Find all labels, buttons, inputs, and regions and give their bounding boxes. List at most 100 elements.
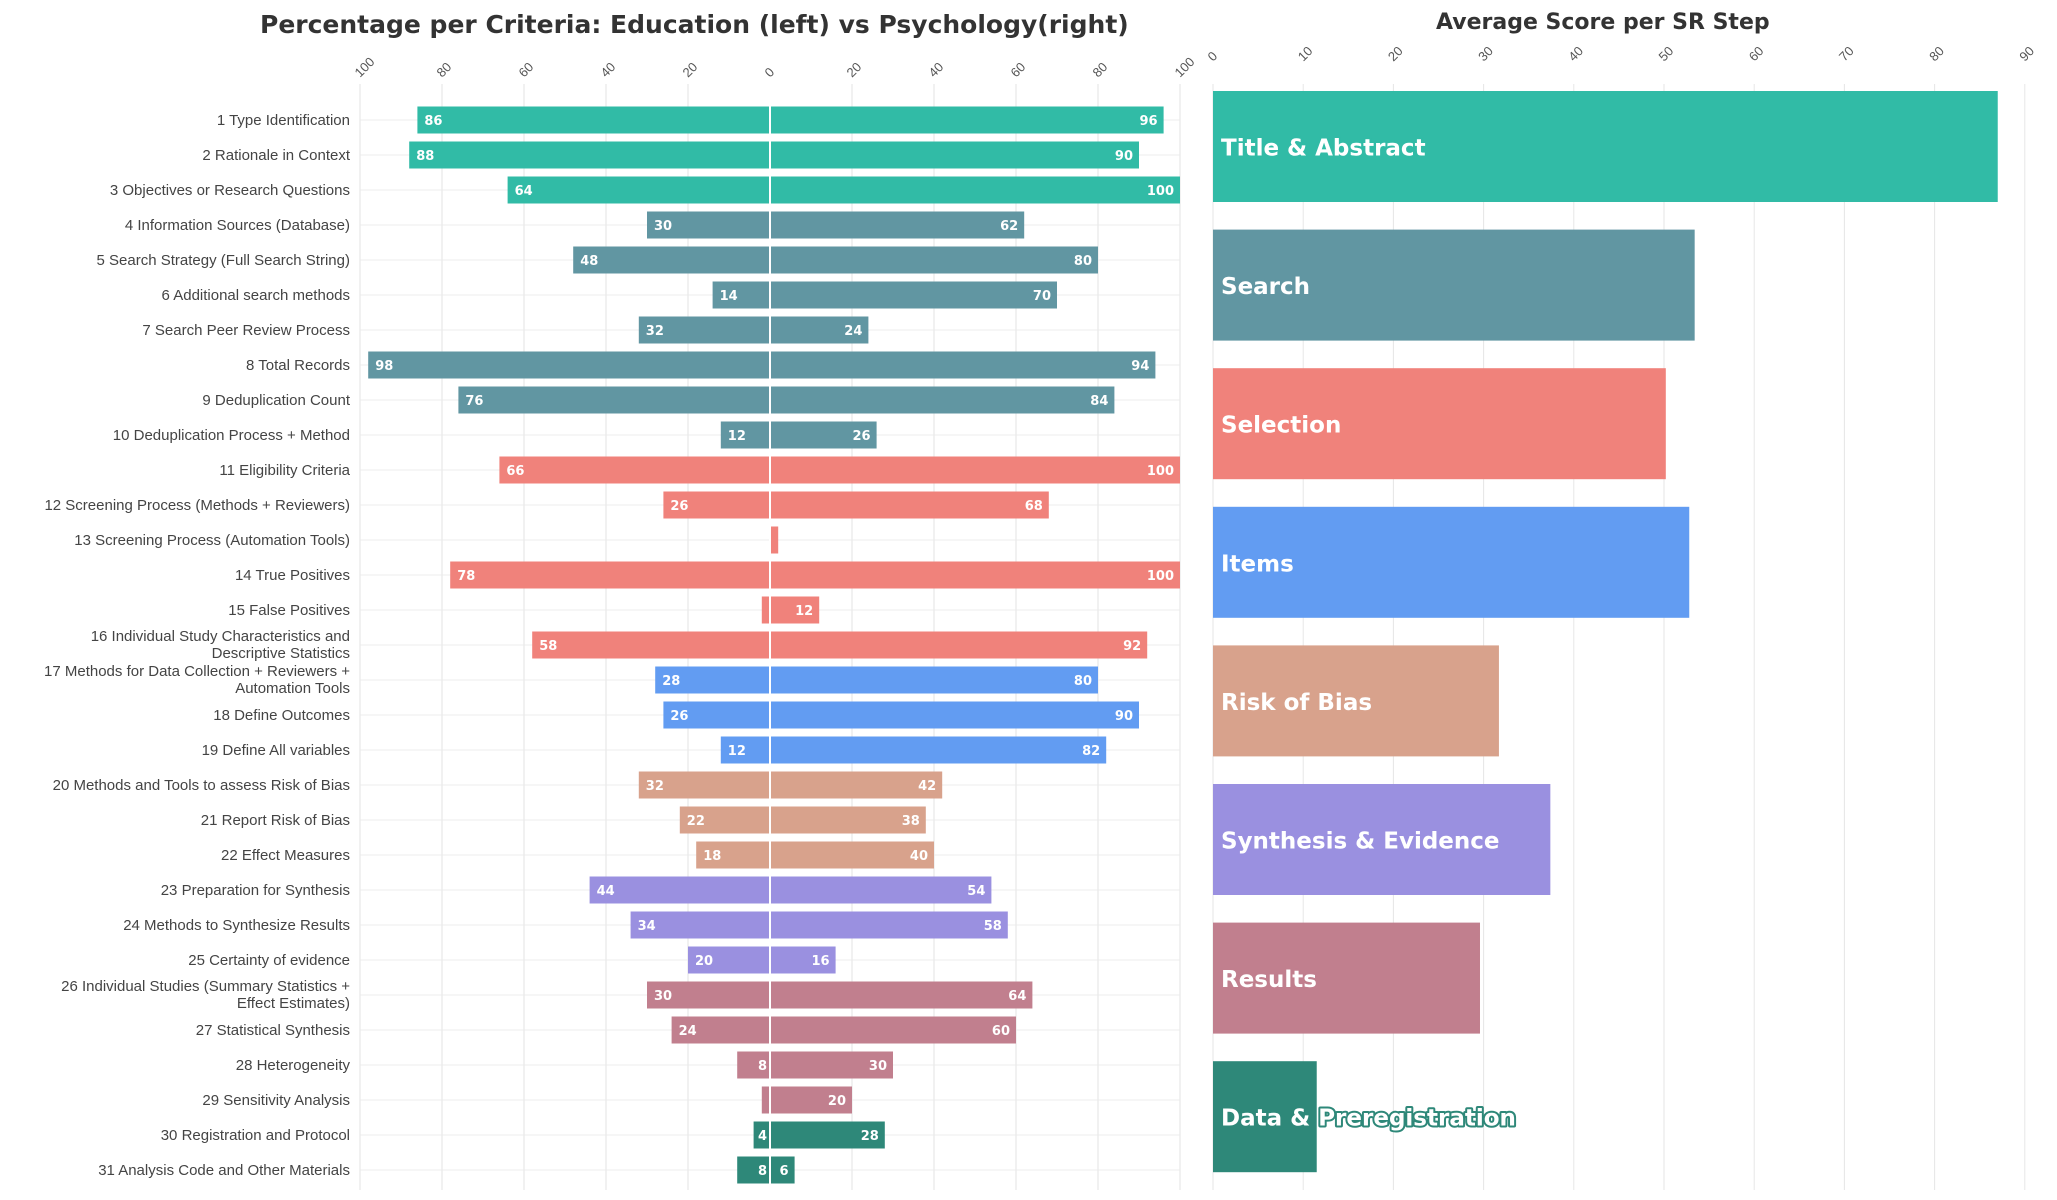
criterion-label: 3 Objectives or Research Questions <box>110 182 350 199</box>
education-bar <box>409 141 770 169</box>
criterion-label: 17 Methods for Data Collection + Reviewe… <box>44 663 350 697</box>
psychology-bar <box>770 176 1180 204</box>
score-bar <box>1213 91 1998 202</box>
education-value-label: 18 <box>703 849 721 864</box>
psychology-bar <box>770 806 926 834</box>
education-bar <box>688 946 770 974</box>
x-tick-label: 60 <box>1746 43 1767 64</box>
criterion-label: 24 Methods to Synthesize Results <box>123 917 350 934</box>
criterion-label: 26 Individual Studies (Summary Statistic… <box>61 978 350 1012</box>
education-bar <box>532 631 770 659</box>
criterion-label: 7 Search Peer Review Process <box>142 322 350 339</box>
education-bar <box>499 456 770 484</box>
criterion-label: 9 Deduplication Count <box>202 392 350 409</box>
education-bar <box>696 841 770 869</box>
psychology-value-label: 38 <box>902 814 920 829</box>
psychology-bar <box>770 1086 852 1114</box>
education-bar <box>753 1121 770 1149</box>
psychology-bar <box>770 631 1148 659</box>
criterion-label: 5 Search Strategy (Full Search String) <box>97 252 350 269</box>
education-bar <box>458 386 770 414</box>
education-value-label: 32 <box>646 324 664 339</box>
education-bar <box>450 561 770 589</box>
criterion-label: 27 Statistical Synthesis <box>196 1022 350 1039</box>
psychology-value-label: 28 <box>861 1129 879 1144</box>
psychology-value-label: 94 <box>1131 359 1149 374</box>
x-tick-label: 20 <box>1385 43 1406 64</box>
psychology-bar <box>770 456 1180 484</box>
education-value-label: 76 <box>465 394 483 409</box>
education-bar <box>720 736 770 764</box>
criterion-label: 2 Rationale in Context <box>202 147 350 164</box>
education-bar <box>647 981 770 1009</box>
education-value-label: 48 <box>580 254 598 269</box>
education-value-label: 86 <box>424 114 442 129</box>
education-value-label: 22 <box>687 814 705 829</box>
education-value-label: 24 <box>679 1024 697 1039</box>
category-label: Risk of Bias <box>1221 690 1372 716</box>
criterion-label: 6 Additional search methods <box>162 287 350 304</box>
education-value-label: 34 <box>638 919 656 934</box>
psychology-bar <box>770 981 1033 1009</box>
criterion-label: 30 Registration and Protocol <box>161 1127 350 1144</box>
psychology-value-label: 82 <box>1082 744 1100 759</box>
x-tick-label: 50 <box>1656 43 1677 64</box>
criterion-label: 13 Screening Process (Automation Tools) <box>74 532 350 549</box>
psychology-value-label: 26 <box>853 429 871 444</box>
education-value-label: 4 <box>758 1129 767 1144</box>
criterion-label: 23 Preparation for Synthesis <box>161 882 350 899</box>
education-bar <box>663 701 770 729</box>
x-tick-label: 80 <box>1926 43 1947 64</box>
category-label: Data & Preregistration <box>1221 1106 1516 1132</box>
category-label: Search <box>1221 274 1310 300</box>
education-value-label: 12 <box>728 429 746 444</box>
category-label: Results <box>1221 967 1317 993</box>
psychology-value-label: 60 <box>992 1024 1010 1039</box>
right-chart-title: Average Score per SR Step <box>1436 10 1770 35</box>
psychology-value-label: 92 <box>1123 639 1141 654</box>
criterion-label: 8 Total Records <box>246 357 350 374</box>
score-bar <box>1213 506 1690 618</box>
criterion-label: 21 Report Risk of Bias <box>201 812 350 829</box>
psychology-value-label: 12 <box>795 604 813 619</box>
psychology-bar <box>770 666 1098 694</box>
criterion-label: 22 Effect Measures <box>221 847 350 864</box>
x-tick-label: 40 <box>1565 43 1586 64</box>
psychology-value-label: 54 <box>967 884 985 899</box>
psychology-bar <box>770 701 1139 729</box>
psychology-bar <box>770 736 1107 764</box>
category-label: Synthesis & Evidence <box>1221 829 1500 855</box>
education-bar <box>679 806 770 834</box>
psychology-value-label: 24 <box>844 324 862 339</box>
education-bar <box>737 1051 770 1079</box>
education-value-label: 14 <box>720 289 738 304</box>
criterion-label: 25 Certainty of evidence <box>188 952 350 969</box>
education-bar <box>655 666 770 694</box>
criterion-label: 11 Eligibility Criteria <box>219 462 350 479</box>
psychology-value-label: 100 <box>1147 464 1174 479</box>
psychology-bar <box>770 246 1098 274</box>
psychology-bar <box>770 946 836 974</box>
education-value-label: 44 <box>597 884 615 899</box>
education-value-label: 8 <box>758 1164 767 1179</box>
psychology-value-label: 90 <box>1115 149 1133 164</box>
education-bar <box>630 911 770 939</box>
psychology-bar <box>770 491 1049 519</box>
education-value-label: 66 <box>506 464 524 479</box>
criterion-label: 20 Methods and Tools to assess Risk of B… <box>53 777 350 794</box>
education-value-label: 88 <box>416 149 434 164</box>
psychology-value-label: 90 <box>1115 709 1133 724</box>
education-value-label: 26 <box>670 709 688 724</box>
score-bar <box>1213 645 1499 757</box>
psychology-value-label: 20 <box>828 1094 846 1109</box>
score-bar <box>1213 1061 1317 1173</box>
psychology-bar <box>770 596 820 624</box>
x-tick-label: 70 <box>1836 43 1857 64</box>
psychology-bar <box>770 141 1139 169</box>
education-value-label: 64 <box>515 184 533 199</box>
criterion-label: 10 Deduplication Process + Method <box>113 427 350 444</box>
psychology-value-label: 70 <box>1033 289 1051 304</box>
criterion-label: 28 Heterogeneity <box>236 1057 351 1074</box>
education-value-label: 98 <box>375 359 393 374</box>
psychology-bar <box>770 281 1057 309</box>
